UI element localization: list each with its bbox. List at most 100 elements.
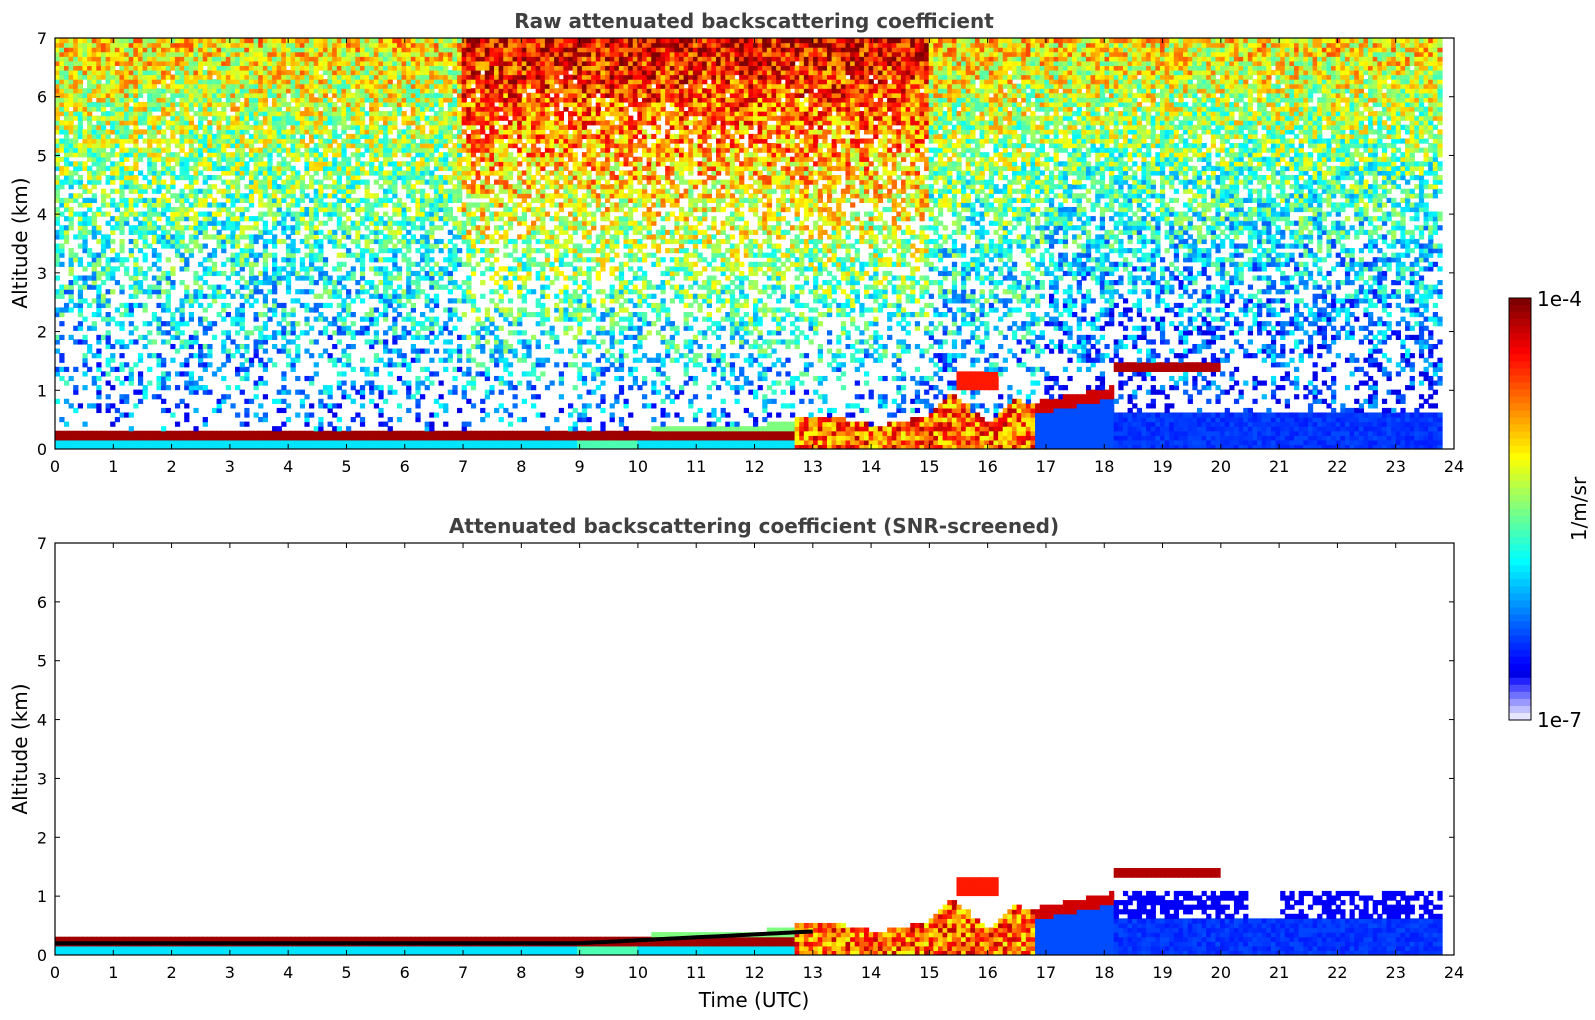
x-tick-label: 8 bbox=[516, 963, 526, 982]
colorbar-segment bbox=[1509, 579, 1531, 587]
x-tick-label: 2 bbox=[166, 963, 176, 982]
y-tick-label: 7 bbox=[37, 29, 47, 48]
x-tick-label: 9 bbox=[575, 963, 585, 982]
x-tick-label: 21 bbox=[1269, 457, 1289, 476]
colorbar-segment bbox=[1509, 607, 1531, 616]
colorbar-segment bbox=[1509, 628, 1531, 637]
x-tick-label: 15 bbox=[919, 963, 939, 982]
x-tick-label: 18 bbox=[1094, 963, 1114, 982]
colorbar-segment bbox=[1509, 544, 1531, 552]
colorbar-segment bbox=[1509, 600, 1531, 609]
colorbar-segment bbox=[1509, 298, 1531, 306]
colorbar-segment bbox=[1509, 424, 1531, 433]
colorbar-segment bbox=[1509, 656, 1531, 665]
colorbar-segment bbox=[1509, 466, 1531, 475]
colorbar-segment bbox=[1509, 712, 1531, 721]
colorbar-max-label: 1e-4 bbox=[1537, 287, 1582, 311]
x-tick-label: 7 bbox=[458, 457, 468, 476]
colorbar-segment bbox=[1509, 565, 1531, 573]
colorbar-segment bbox=[1509, 516, 1531, 524]
x-tick-label: 18 bbox=[1094, 457, 1114, 476]
colorbar-segment bbox=[1509, 677, 1531, 686]
panel-raw-title: Raw attenuated backscattering coefficien… bbox=[514, 9, 994, 33]
x-tick-label: 14 bbox=[861, 963, 881, 982]
panel-screened-title: Attenuated backscattering coefficient (S… bbox=[449, 514, 1059, 538]
x-tick-label: 11 bbox=[686, 457, 706, 476]
colorbar-segment bbox=[1509, 305, 1531, 313]
x-tick-label: 6 bbox=[400, 963, 410, 982]
colorbar-segment bbox=[1509, 445, 1531, 454]
y-tick-label: 4 bbox=[37, 711, 47, 730]
x-tick-label: 10 bbox=[628, 457, 648, 476]
x-tick-label: 20 bbox=[1211, 963, 1231, 982]
x-tick-label: 4 bbox=[283, 457, 293, 476]
colorbar-segment bbox=[1509, 621, 1531, 630]
y-tick-label: 1 bbox=[37, 381, 47, 400]
x-tick-label: 24 bbox=[1444, 963, 1464, 982]
y-tick-label: 3 bbox=[37, 769, 47, 788]
x-tick-label: 6 bbox=[400, 457, 410, 476]
colorbar-segment bbox=[1509, 389, 1531, 398]
x-tick-label: 19 bbox=[1152, 457, 1172, 476]
y-tick-label: 3 bbox=[37, 264, 47, 283]
y-tick-label: 0 bbox=[37, 440, 47, 459]
x-tick-label: 14 bbox=[861, 457, 881, 476]
x-tick-label: 7 bbox=[458, 963, 468, 982]
colorbar-segment bbox=[1509, 340, 1531, 348]
y-tick-label: 2 bbox=[37, 828, 47, 847]
x-tick-label: 3 bbox=[225, 963, 235, 982]
colorbar-segment bbox=[1509, 691, 1531, 700]
colorbar-segment bbox=[1509, 558, 1531, 566]
colorbar-segment bbox=[1509, 368, 1531, 376]
colorbar-unit-label: 1/m/sr bbox=[1567, 476, 1591, 541]
panel-screened: Attenuated backscattering coefficient (S… bbox=[8, 514, 1464, 1012]
y-tick-label: 1 bbox=[37, 887, 47, 906]
colorbar-segment bbox=[1509, 523, 1531, 531]
colorbar-segment bbox=[1509, 593, 1531, 602]
colorbar-segment bbox=[1509, 375, 1531, 383]
colorbar-segment bbox=[1509, 509, 1531, 517]
colorbar-segment bbox=[1509, 494, 1531, 503]
colorbar-segment bbox=[1509, 487, 1531, 496]
x-tick-label: 8 bbox=[516, 457, 526, 476]
x-tick-label: 12 bbox=[744, 963, 764, 982]
x-tick-label: 5 bbox=[341, 457, 351, 476]
colorbar-segment bbox=[1509, 642, 1531, 651]
x-tick-label: 1 bbox=[108, 963, 118, 982]
y-tick-label: 7 bbox=[37, 534, 47, 553]
x-tick-label: 10 bbox=[628, 963, 648, 982]
screened-heatmap bbox=[55, 868, 1443, 955]
colorbar-segment bbox=[1509, 635, 1531, 644]
y-tick-label: 5 bbox=[37, 146, 47, 165]
colorbar-segment bbox=[1509, 396, 1531, 405]
colorbar-min-label: 1e-7 bbox=[1537, 708, 1582, 732]
screened-y-ticks: 0 1 2 3 4 5 6 7 bbox=[37, 534, 1454, 965]
x-tick-label: 22 bbox=[1327, 457, 1347, 476]
colorbar-segment bbox=[1509, 361, 1531, 369]
y-tick-label: 2 bbox=[37, 323, 47, 342]
colorbar-segment bbox=[1509, 551, 1531, 559]
x-tick-label: 17 bbox=[1036, 457, 1056, 476]
x-tick-label: 17 bbox=[1036, 963, 1056, 982]
y-tick-label: 0 bbox=[37, 946, 47, 965]
colorbar-segment bbox=[1509, 354, 1531, 362]
x-tick-label: 22 bbox=[1327, 963, 1347, 982]
colorbar-segment bbox=[1509, 452, 1531, 461]
colorbar-segment bbox=[1509, 649, 1531, 658]
y-tick-label: 6 bbox=[37, 88, 47, 107]
colorbar-segment bbox=[1509, 530, 1531, 538]
colorbar-segment bbox=[1509, 684, 1531, 693]
colorbar-segment bbox=[1509, 431, 1531, 440]
screened-x-ticks: 0 1 2 3 4 5 6 7 8 9 10 11 12 13 14 15 16 17 18 19 20 21 22 23 24 bbox=[50, 543, 1464, 982]
x-tick-label: 16 bbox=[977, 963, 997, 982]
x-tick-label: 0 bbox=[50, 457, 60, 476]
colorbar-segment bbox=[1509, 459, 1531, 468]
colorbar: 1e-4 1e-7 1/m/sr bbox=[1508, 287, 1591, 732]
colorbar-segment bbox=[1509, 410, 1531, 419]
x-tick-label: 15 bbox=[919, 457, 939, 476]
raw-y-axis-label: Altitude (km) bbox=[8, 177, 32, 308]
x-tick-label: 13 bbox=[803, 457, 823, 476]
x-tick-label: 19 bbox=[1152, 963, 1172, 982]
colorbar-frame bbox=[1508, 297, 1532, 721]
